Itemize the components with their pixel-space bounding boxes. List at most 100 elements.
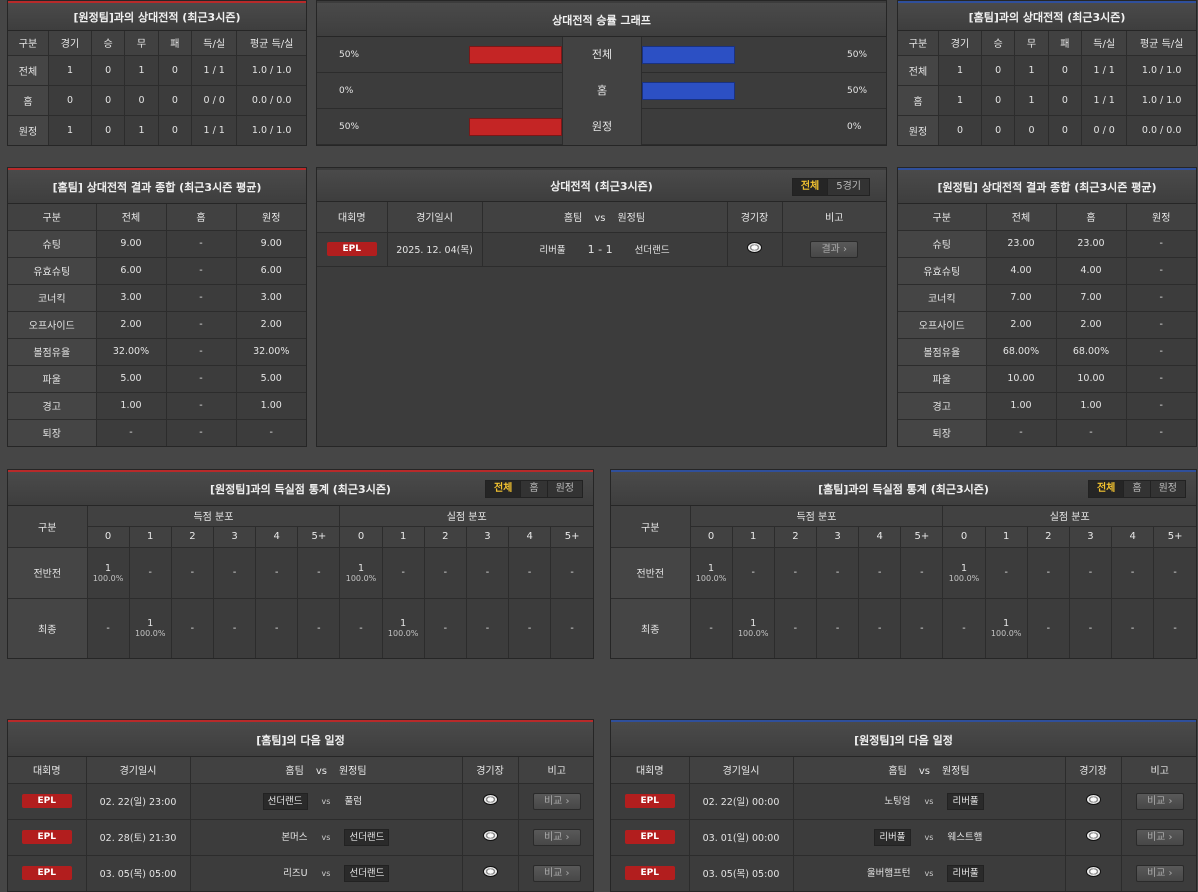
distribution-cell: -	[1027, 598, 1070, 658]
count-value: -	[443, 622, 448, 634]
cell-value: 0	[981, 115, 1016, 145]
count-value: -	[148, 567, 152, 578]
cell-value: -	[1126, 392, 1196, 420]
toggle-all[interactable]: 전체	[485, 481, 522, 497]
cell-value: 2.00	[986, 311, 1057, 339]
table-row: 슈팅 23.00 23.00-	[898, 230, 1196, 258]
toggle-all[interactable]: 전체	[792, 179, 829, 195]
result-button[interactable]: 결과 ›	[810, 240, 859, 258]
compare-button[interactable]: 비교 ›	[1135, 792, 1184, 810]
distribution-cell: -	[508, 598, 552, 658]
away-team: 풀럼	[344, 795, 362, 807]
graph-row: 0% 홈 50%	[317, 73, 886, 109]
cell-value: -	[166, 338, 237, 366]
away-team: 리버풀	[947, 792, 984, 810]
compare-button[interactable]: 비교 ›	[532, 828, 581, 846]
goal-count-header: 0	[339, 526, 383, 548]
vs-label: vs	[918, 766, 930, 778]
cell-value: 0	[981, 85, 1016, 116]
match-date: 03. 01(일) 00:00	[689, 819, 794, 856]
column-header: 구분	[898, 204, 987, 231]
cell-value: -	[96, 419, 167, 446]
column-header: 경기일시	[689, 757, 794, 784]
table-row: EPL 03. 05(목) 05:00 울버햄프턴 vs 리버풀 비교 ›	[611, 855, 1196, 891]
goal-count-header: 5+	[550, 526, 593, 548]
compare-button[interactable]: 비교 ›	[1135, 828, 1184, 846]
match-teams: 선더랜드 vs 풀럼	[190, 783, 463, 820]
row-label: 코너킥	[898, 284, 987, 312]
cell-value: -	[986, 419, 1057, 446]
home-next-schedule-panel: [홈팀]의 다음 일정 대회명 경기일시 홈팀 vs 원정팀 경기장 비고 EPL 02. 22…	[7, 719, 594, 892]
percent-value: 100.0%	[737, 629, 769, 638]
row-label: 슈팅	[898, 230, 987, 258]
toggle-all[interactable]: 전체	[1088, 481, 1125, 497]
count-value: -	[835, 622, 840, 634]
column-header: 무	[1014, 31, 1049, 56]
match-teams: 본머스 vs 선더랜드	[190, 819, 463, 856]
table-row: 유효슈팅 4.00 4.00-	[898, 257, 1196, 285]
goal-count-header: 5+	[1153, 526, 1196, 548]
toggle-away[interactable]: 원정	[555, 483, 574, 494]
distribution-cell: -	[255, 598, 299, 658]
table-row: EPL 03. 01(일) 00:00 리버풀 vs 웨스트햄 비교 ›	[611, 819, 1196, 856]
goal-count-header: 0	[942, 526, 986, 548]
distribution-cell: -	[690, 598, 733, 658]
count-value: -	[232, 567, 237, 578]
stadium-icon	[482, 794, 498, 805]
win-rate-graph-panel: 상대전적 승률 그래프 50% 전체 50% 0% 홈 50% 50% 원정 0%	[316, 0, 887, 146]
percent-value: 100.0%	[948, 573, 980, 583]
count-value: -	[317, 622, 321, 634]
distribution-cell: -	[900, 547, 944, 599]
cell-value: 0.0 / 0.0	[236, 85, 306, 116]
away-team-wrap: 선더랜드	[344, 864, 454, 882]
compare-button[interactable]: 비교 ›	[532, 864, 581, 882]
header-row: 0 1 2 3 4 5+ 0 1 2 3 4 5+	[611, 526, 1196, 548]
compare-button[interactable]: 비교 ›	[1135, 864, 1184, 882]
column-header: 승	[91, 31, 126, 56]
toggle-away[interactable]: 원정	[1158, 483, 1177, 494]
column-header: 경기장	[462, 757, 519, 784]
cell-value: 0	[1014, 115, 1049, 145]
distribution-cell: -	[1069, 547, 1113, 599]
goal-count-header: 3	[1069, 526, 1113, 548]
home-win-bar	[469, 118, 562, 136]
cell-value: -	[1126, 230, 1196, 258]
cell-value: 1	[48, 115, 92, 145]
home-summary-table: 구분 전체 홈 원정 슈팅 9.00-9.00 유효슈팅 6.00-6.00 코너킥 3.00-3…	[8, 204, 306, 446]
toggle-5-games[interactable]: 5경기	[836, 181, 861, 192]
column-header-teams: 홈팀 vs 원정팀	[793, 757, 1066, 784]
distribution-cell: 1 100.0%	[985, 598, 1028, 658]
panel-title: [홈팀]과의 상대전적 (최근3시즌)	[898, 1, 1196, 31]
away-summary-table: 구분 전체 홈 원정 슈팅 23.00 23.00- 유효슈팅 4.00 4.00- 코너킥 7.00…	[898, 204, 1196, 446]
match-date: 02. 22(일) 23:00	[86, 783, 191, 820]
table-row: 원정 0 0 0 0 0 / 0 0.0 / 0.0	[898, 115, 1196, 145]
cell-value: 10.00	[986, 365, 1057, 393]
panel-title: [홈팀]의 다음 일정	[8, 720, 593, 757]
goals-home-title: [홈팀]과의 득실점 통계 (최근3시즌)	[818, 483, 989, 496]
distribution-cell: -	[1111, 598, 1155, 658]
goal-count-header: 2	[424, 526, 467, 548]
vs-label: vs	[321, 796, 331, 806]
home-team-wrap: 울버햄프턴	[801, 865, 911, 879]
distribution-cell: -	[213, 598, 257, 658]
goals-home-table: 구분 득점 분포 실점 분포 0 1 2 3 4 5+ 0 1 2 3 4 5+ 전반전 1 100.0% - - - -…	[611, 506, 1196, 658]
panel-title: 상대전적 (최근3시즌) 전체 5경기	[317, 168, 886, 202]
toggle-home[interactable]: 홈	[1124, 481, 1151, 497]
compare-button[interactable]: 비교 ›	[532, 792, 581, 810]
cell-value: 1	[1014, 85, 1049, 116]
distribution-cell: -	[1069, 598, 1113, 658]
percent-value: 100.0%	[345, 573, 377, 583]
header-row: 구분 전체 홈 원정	[8, 204, 306, 231]
table-row: 퇴장 - - -	[898, 419, 1196, 446]
cell-value: 68.00%	[1056, 338, 1127, 366]
home-summary-panel: [홈팀] 상대전적 결과 종합 (최근3시즌 평균) 구분 전체 홈 원정 슈팅 9.00…	[7, 167, 307, 447]
count-value: -	[190, 622, 195, 634]
table-row: 전반전 1 100.0% - - - - -1 100.0% - - - - -	[8, 547, 593, 599]
left-percent: 0%	[339, 86, 354, 96]
toggle-home[interactable]: 홈	[521, 481, 548, 497]
home-team: 리즈U	[283, 867, 308, 879]
cell-value: 0	[981, 55, 1016, 86]
row-label: 파울	[8, 365, 97, 393]
column-header: 경기	[938, 31, 982, 56]
goal-count-header: 5+	[297, 526, 341, 548]
